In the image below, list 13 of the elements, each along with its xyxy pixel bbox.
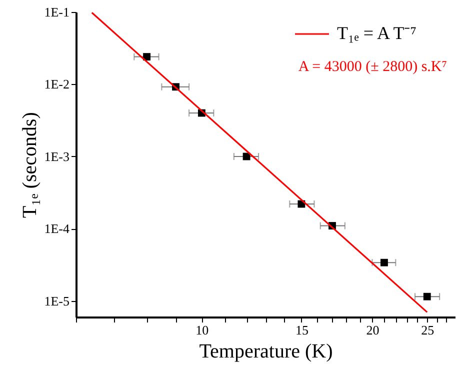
legend-label: T₁ₑ = A T⁻⁷: [337, 23, 416, 43]
x-axis-title: Temperature (K): [199, 340, 333, 362]
y-axis-title: T₁ₑ (seconds): [19, 112, 42, 218]
x-tick-label: 15: [295, 322, 308, 338]
y-tick-label: 1E-3: [44, 148, 70, 164]
y-tick-label: 1E-2: [44, 76, 70, 92]
annotation: A = 43000 (± 2800) s.K⁷: [298, 59, 447, 75]
x-tick-label: 10: [196, 322, 209, 338]
x-tick-label: 20: [366, 322, 380, 338]
y-tick-label: 1E-5: [44, 293, 70, 308]
y-tick-label: 1E-4: [44, 221, 70, 236]
y-tick-label: 1E-1: [44, 4, 70, 20]
x-tick-label: 25: [421, 322, 434, 338]
